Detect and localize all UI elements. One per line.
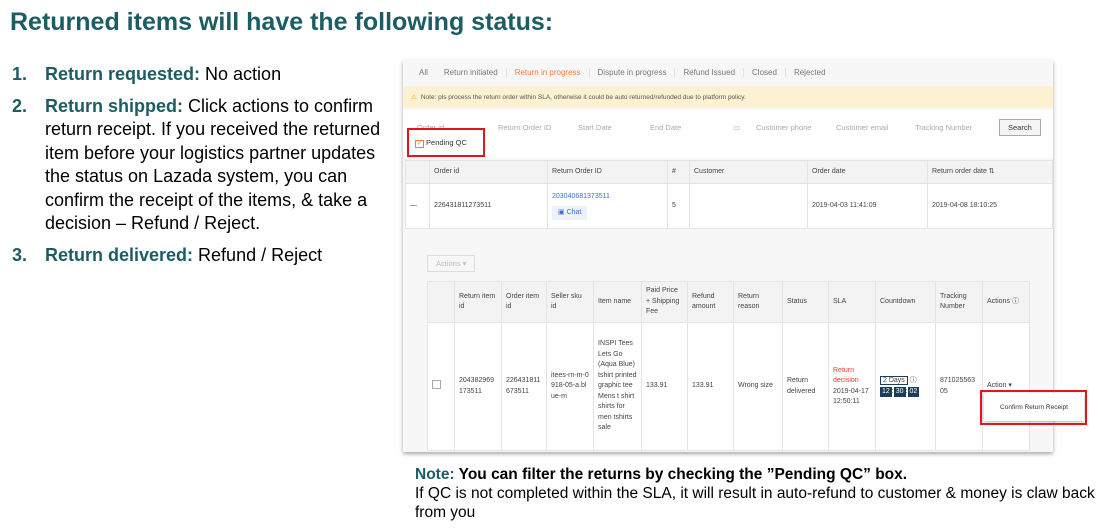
step-text: Click actions to confirm return receipt.…	[45, 95, 381, 234]
end-date-input[interactable]: End Date	[650, 123, 682, 132]
pending-qc-label: Pending QC	[426, 138, 467, 147]
step-return-shipped: 2. Return shipped: Click actions to confi…	[12, 95, 382, 236]
table-row: 204382969173511 226431811673511 itees-rn…	[427, 322, 1030, 451]
pending-qc-highlight	[407, 128, 485, 157]
warning-icon: ⚠	[411, 94, 417, 101]
tab-dispute-in-progress[interactable]: Dispute in progress	[590, 67, 676, 77]
tab-refund-issued[interactable]: Refund Issued	[675, 67, 745, 77]
status-tabs: All Return initiated Return in progress …	[403, 60, 1053, 84]
refund-amount: 133.91	[687, 322, 734, 451]
tab-return-initiated[interactable]: Return initiated	[436, 67, 507, 77]
status: Return delivered	[782, 322, 829, 451]
start-date-input[interactable]: Start Date	[578, 123, 612, 132]
step-return-delivered: 3. Return delivered: Refund / Reject	[12, 244, 382, 268]
select-column	[427, 281, 455, 323]
search-button[interactable]: Search	[999, 119, 1041, 136]
step-label: Return delivered:	[45, 244, 194, 265]
chat-icon: ▣	[558, 208, 567, 216]
step-number: 1.	[12, 64, 28, 84]
customer-cell	[689, 183, 808, 229]
table-row: — 226431811273511 203040681373511 ▣ Chat …	[405, 183, 1053, 229]
footnote: Note: You can filter the returns by chec…	[415, 465, 1095, 522]
sla-label: Return decision	[833, 366, 859, 385]
step-number: 2.	[12, 95, 28, 116]
return-reason: Wrong size	[733, 322, 783, 451]
col-item-name: Item name	[593, 281, 642, 323]
chat-label: Chat	[566, 208, 582, 216]
tracking-number-input[interactable]: Tracking Number	[915, 123, 973, 132]
countdown-days: 2 Days	[880, 376, 908, 385]
col-status: Status	[782, 281, 829, 323]
col-seller-sku: Seller sku id	[546, 281, 594, 323]
return-order-id-input[interactable]: Return Order ID	[498, 123, 552, 132]
tab-all[interactable]: All	[419, 67, 428, 77]
step-text: Refund / Reject	[193, 244, 323, 265]
col-countdown: Countdown	[875, 281, 936, 323]
return-item-id: 204382969173511	[454, 322, 502, 451]
tab-closed[interactable]: Closed	[744, 67, 786, 77]
expand-column	[405, 160, 430, 184]
col-tracking-number: Tracking Number	[935, 281, 983, 323]
order-date: 2019-04-03 11:41:09	[807, 183, 928, 229]
seller-sku: itees-rn-m-0918-05-a.blue-m	[546, 322, 594, 451]
slide-title: Returned items will have the following s…	[10, 8, 554, 36]
col-return-reason: Return reason	[733, 281, 783, 323]
return-order-id-link[interactable]: 203040681373511	[552, 193, 610, 200]
order-id-link[interactable]: 226431811273511	[429, 183, 548, 229]
paid-price: 133.91	[641, 322, 688, 451]
col-order-id: Order id	[429, 160, 548, 184]
tracking-number: 87102556305	[935, 322, 983, 451]
banner-text: Note: pls process the return order withi…	[420, 93, 746, 101]
col-customer: Customer	[689, 160, 808, 184]
item-name: INSPI Tees Lets Go (Aqua Blue) tshirt pr…	[593, 322, 642, 451]
confirm-return-receipt-menu-item[interactable]: Confirm Return Receipt	[984, 393, 1084, 421]
return-items-table: Return item id Order item id Seller sku …	[427, 281, 1030, 451]
col-order-item-id: Order item id	[501, 281, 547, 323]
col-actions: Actions ⓘ	[982, 281, 1030, 323]
order-item-id: 226431811673511	[501, 322, 547, 451]
sla-warning-banner: ⚠ Note: pls process the return order with…	[403, 86, 1053, 108]
col-order-date[interactable]: Order date	[807, 160, 928, 184]
row-checkbox[interactable]	[432, 379, 441, 389]
col-return-item-id: Return item id	[454, 281, 502, 323]
customer-phone-input[interactable]: Customer phone	[756, 123, 812, 132]
calendar-icon[interactable]: ▭	[733, 123, 741, 132]
customer-email-input[interactable]: Customer email	[836, 123, 889, 132]
status-list: 1. Return requested: No action 2. Return s…	[12, 63, 382, 275]
item-count: 5	[667, 183, 690, 229]
countdown-minutes: 30	[893, 386, 906, 397]
returns-screenshot: All Return initiated Return in progress …	[403, 60, 1084, 452]
step-label: Return requested:	[45, 64, 201, 84]
countdown-seconds: 02	[907, 386, 920, 397]
confirm-receipt-highlight	[980, 390, 1087, 425]
col-paid-price: Paid Price + Shipping Fee	[641, 281, 688, 323]
step-return-requested: 1. Return requested: No action	[12, 63, 382, 87]
collapse-toggle[interactable]: —	[405, 183, 430, 229]
col-refund-amount: Refund amount	[687, 281, 734, 323]
filter-bar: Order id Return Order ID Start Date End …	[403, 110, 1053, 158]
chat-button[interactable]: ▣ Chat	[552, 205, 588, 220]
note-text: If QC is not completed within the SLA, i…	[415, 485, 1095, 521]
tab-rejected[interactable]: Rejected	[793, 67, 826, 77]
checkbox-checked-icon: ✓	[415, 140, 425, 148]
step-label: Return shipped:	[45, 95, 183, 116]
action-dropdown[interactable]: Action ▾	[982, 322, 1030, 451]
sla-date: 2019-04-17 12:50:11	[833, 387, 869, 406]
pending-qc-checkbox[interactable]: ✓ Pending QC	[415, 138, 467, 148]
note-label: Note:	[415, 466, 455, 483]
col-count: #	[667, 160, 690, 184]
order-id-input[interactable]: Order id	[417, 123, 445, 132]
countdown-hours: 12	[880, 386, 892, 397]
info-icon[interactable]: ⓘ	[909, 377, 917, 384]
col-return-order-id: Return Order ID	[547, 160, 668, 184]
note-bold-text: You can filter the returns by checking t…	[454, 466, 908, 483]
col-return-order-date[interactable]: Return order date ⇅	[927, 160, 1053, 184]
step-text: No action	[200, 64, 282, 84]
order-table: Order id Return Order ID # Customer Orde…	[405, 160, 1053, 229]
tab-return-in-progress[interactable]: Return in progress	[507, 67, 590, 77]
bulk-actions-button[interactable]: Actions ▾	[427, 255, 476, 272]
col-sla: SLA	[828, 281, 876, 323]
step-number: 3.	[12, 244, 28, 265]
return-order-date: 2019-04-08 18:10:25	[927, 183, 1053, 229]
